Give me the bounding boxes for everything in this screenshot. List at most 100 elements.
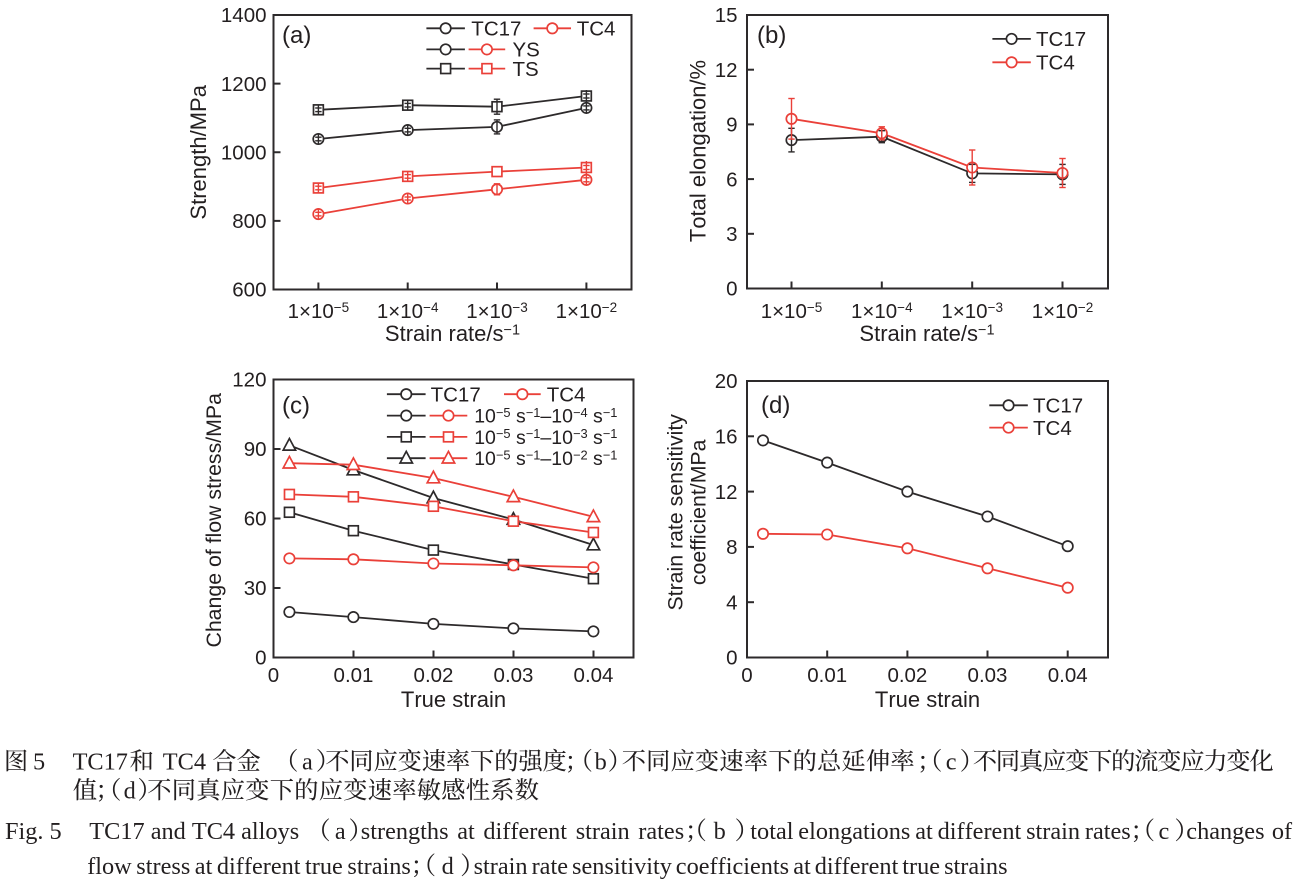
svg-text:TC4: TC4 — [1033, 417, 1072, 440]
svg-text:strain: strain — [474, 853, 528, 880]
svg-text:at: at — [457, 818, 475, 845]
svg-text:a: a — [335, 818, 346, 845]
svg-text:0.02: 0.02 — [887, 664, 927, 687]
svg-text:0.03: 0.03 — [494, 664, 534, 687]
svg-text:10−5 s−1–10−2 s−1: 10−5 s−1–10−2 s−1 — [474, 447, 617, 470]
svg-text:true: true — [902, 853, 940, 880]
svg-text:1000: 1000 — [221, 141, 267, 164]
svg-text:at: at — [915, 818, 933, 845]
svg-text:(d): (d) — [761, 392, 790, 419]
svg-text:1×10−5: 1×10−5 — [761, 300, 823, 323]
svg-text:of: of — [1272, 818, 1293, 845]
svg-text:different: different — [815, 853, 899, 880]
svg-text:Strain rate sensitivity: Strain rate sensitivity — [664, 414, 688, 611]
svg-text:TS: TS — [513, 58, 539, 81]
svg-text:1×10−3: 1×10−3 — [941, 300, 1003, 323]
svg-text:Strain rate/s−1: Strain rate/s−1 — [859, 321, 994, 346]
svg-text:(b): (b) — [757, 22, 786, 49]
svg-text:TC4: TC4 — [163, 749, 206, 776]
svg-text:8: 8 — [726, 536, 737, 559]
svg-text:TC17: TC17 — [1036, 28, 1086, 51]
svg-text:rates: rates — [1085, 818, 1131, 845]
svg-text:strengths: strengths — [361, 818, 449, 845]
svg-text:strain: strain — [576, 818, 630, 845]
svg-text:800: 800 — [232, 210, 266, 233]
svg-text:1×10−5: 1×10−5 — [288, 300, 350, 323]
svg-text:elongations: elongations — [798, 818, 910, 845]
svg-text:15: 15 — [715, 4, 738, 27]
svg-text:1400: 1400 — [221, 4, 267, 27]
svg-text:b: b — [714, 818, 726, 845]
svg-text:Strength/MPa: Strength/MPa — [186, 84, 211, 219]
svg-text:at: at — [793, 853, 811, 880]
svg-text:0.01: 0.01 — [334, 664, 374, 687]
svg-text:0: 0 — [255, 647, 266, 670]
svg-text:c: c — [1159, 818, 1170, 845]
svg-text:0.02: 0.02 — [414, 664, 454, 687]
svg-text:3: 3 — [726, 223, 737, 246]
svg-text:TC17: TC17 — [1033, 395, 1083, 418]
svg-text:9: 9 — [726, 114, 737, 137]
svg-text:True strain: True strain — [401, 687, 506, 712]
svg-text:a: a — [302, 749, 313, 776]
svg-text:1×10−4: 1×10−4 — [377, 300, 439, 323]
svg-text:true: true — [305, 853, 343, 880]
svg-text:1×10−2: 1×10−2 — [556, 300, 618, 323]
svg-text:0.03: 0.03 — [968, 664, 1008, 687]
svg-text:Total elongation/%: Total elongation/% — [686, 60, 711, 242]
svg-text:total: total — [750, 818, 793, 845]
svg-text:0.04: 0.04 — [574, 664, 614, 687]
svg-text:strains: strains — [347, 853, 410, 880]
svg-text:0.01: 0.01 — [807, 664, 847, 687]
svg-text:TC17: TC17 — [431, 384, 481, 407]
svg-text:90: 90 — [244, 438, 267, 461]
svg-text:16: 16 — [715, 426, 738, 449]
svg-text:different: different — [938, 818, 1022, 845]
svg-text:12: 12 — [715, 59, 738, 82]
svg-text:0: 0 — [741, 664, 752, 687]
svg-text:Change of flow stress/MPa: Change of flow stress/MPa — [202, 393, 226, 648]
svg-text:Fig. 5: Fig. 5 — [5, 818, 62, 845]
svg-text:TC17 and TC4 alloys: TC17 and TC4 alloys — [89, 818, 299, 845]
svg-text:TC17: TC17 — [73, 749, 128, 776]
svg-text:flow: flow — [87, 853, 132, 880]
svg-text:changes: changes — [1186, 818, 1264, 845]
svg-text:12: 12 — [715, 481, 738, 504]
svg-text:120: 120 — [232, 369, 266, 392]
svg-text:d: d — [124, 778, 136, 805]
svg-text:0: 0 — [726, 647, 737, 670]
svg-text:20: 20 — [715, 370, 738, 393]
svg-text:d: d — [442, 853, 454, 880]
svg-text:0.04: 0.04 — [1048, 664, 1088, 687]
svg-text:at: at — [195, 853, 213, 880]
svg-text:TC4: TC4 — [547, 384, 586, 407]
svg-text:coefficient/MPa: coefficient/MPa — [687, 439, 711, 585]
svg-text:4: 4 — [726, 591, 737, 614]
svg-text:TC4: TC4 — [577, 18, 616, 41]
svg-text:5: 5 — [33, 749, 45, 776]
svg-text:YS: YS — [513, 39, 540, 62]
svg-text:1200: 1200 — [221, 73, 267, 96]
svg-text:0: 0 — [726, 278, 737, 301]
svg-text:b: b — [595, 749, 607, 776]
svg-text:coefficients: coefficients — [676, 853, 789, 880]
svg-text:different: different — [483, 818, 567, 845]
svg-text:600: 600 — [232, 279, 266, 302]
svg-text:10−5 s−1–10−3 s−1: 10−5 s−1–10−3 s−1 — [474, 426, 617, 449]
svg-text:different: different — [217, 853, 301, 880]
svg-text:sensitivity: sensitivity — [572, 853, 673, 880]
svg-text:60: 60 — [244, 508, 267, 531]
svg-text:0: 0 — [268, 664, 279, 687]
svg-text:True strain: True strain — [875, 687, 980, 712]
svg-text:Strain rate/s−1: Strain rate/s−1 — [385, 321, 520, 346]
svg-text:10−5 s−1–10−4 s−1: 10−5 s−1–10−4 s−1 — [474, 405, 617, 428]
svg-text:6: 6 — [726, 168, 737, 191]
svg-text:rates: rates — [638, 818, 684, 845]
svg-text:stress: stress — [136, 853, 190, 880]
svg-text:(a): (a) — [282, 22, 311, 49]
svg-text:strain: strain — [1026, 818, 1080, 845]
svg-text:TC4: TC4 — [1036, 52, 1075, 75]
svg-text:TC17: TC17 — [471, 18, 521, 41]
svg-text:rate: rate — [532, 853, 568, 880]
svg-text:strains: strains — [944, 853, 1007, 880]
